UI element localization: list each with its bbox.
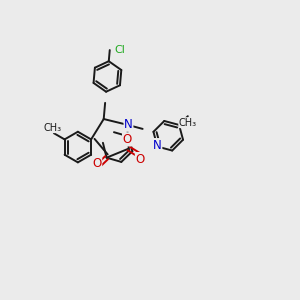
- Text: CH₃: CH₃: [179, 118, 197, 128]
- Text: O: O: [92, 158, 102, 170]
- Text: O: O: [123, 133, 132, 146]
- Text: Cl: Cl: [114, 45, 125, 55]
- Text: N: N: [124, 118, 133, 131]
- Text: CH₃: CH₃: [44, 123, 62, 133]
- Text: O: O: [135, 153, 145, 166]
- Text: N: N: [153, 139, 162, 152]
